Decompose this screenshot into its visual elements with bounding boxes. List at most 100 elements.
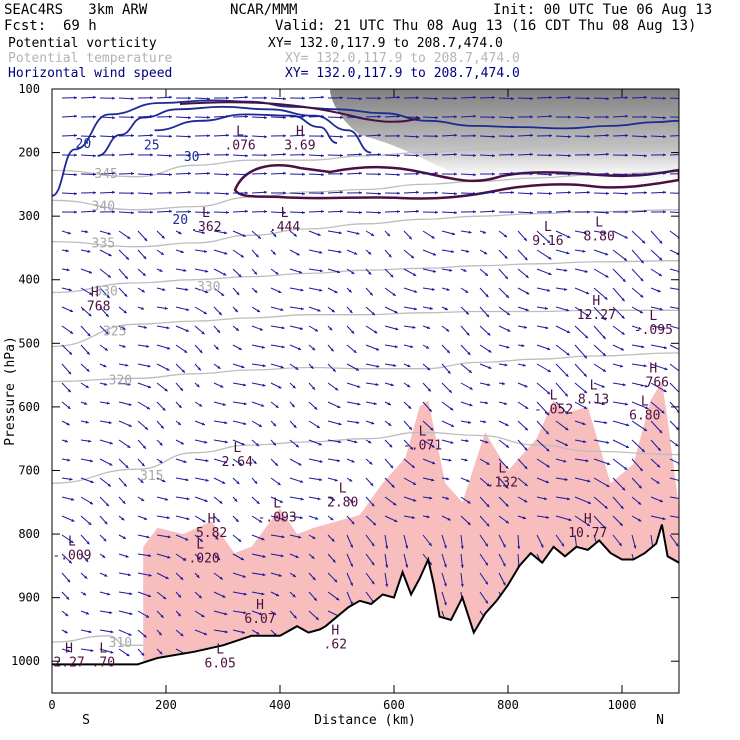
extremum-marker: H [592, 294, 600, 309]
x-tick-label: 1000 [608, 698, 637, 712]
extremum-marker: L [216, 643, 224, 658]
y-axis-title: Pressure (hPa) [3, 336, 18, 446]
wind-speed-contours [52, 99, 679, 197]
extremum-marker: L [281, 206, 289, 221]
extremum-marker: H [649, 362, 657, 377]
wind-speed-contour-20 [52, 99, 679, 197]
extremum-value: -.052 [534, 402, 573, 417]
extremum-value: .70 [92, 655, 115, 670]
wind-speed-label: 25 [144, 138, 160, 153]
upper-pv-shading [330, 89, 679, 190]
header-init: Init: 00 UTC Tue 06 Aug 13 [493, 2, 713, 18]
extremum-marker: L [544, 220, 552, 235]
extremum-value: 5.82 [196, 526, 227, 541]
extremum-marker: L [590, 379, 598, 394]
theta-label: 340 [92, 199, 115, 214]
theta-contour-325 [52, 309, 679, 348]
extremum-marker: L [595, 215, 603, 230]
extremum-value: 2.80 [327, 496, 358, 511]
y-tick-label: 600 [18, 400, 40, 414]
theta-contour-310 [52, 635, 144, 646]
extremum-value: 12.27 [577, 308, 616, 323]
extremum-marker: L [273, 496, 281, 511]
south-label: S [82, 713, 90, 728]
theta-contour-330 [52, 260, 679, 294]
wind-speed-label: 20 [172, 213, 188, 228]
extremum-marker: L [68, 534, 76, 549]
extremum-value: .132 [487, 475, 518, 490]
legend-pv-xy: XY= 132.0,117.9 to 208.7,474.0 [268, 36, 503, 51]
extremum-marker: L [649, 309, 657, 324]
legend-pv-name: Potential vorticity [8, 36, 157, 51]
extremum-value: .62 [324, 637, 347, 652]
extremum-marker: L [236, 124, 244, 139]
extremum-value: 3.69 [284, 138, 315, 153]
extremum-value: 2.27 [53, 655, 84, 670]
y-tick-label: 700 [18, 463, 40, 477]
header-valid: Valid: 21 UTC Thu 08 Aug 13 (16 CDT Thu … [275, 18, 697, 34]
theta-label: 310 [109, 636, 132, 651]
extremum-marker: H [65, 641, 73, 656]
legend-wind-xy: XY= 132.0,117.9 to 208.7,474.0 [285, 66, 520, 81]
y-tick-label: 800 [18, 527, 40, 541]
y-tick-label: 300 [18, 209, 40, 223]
pv-contour-top [179, 101, 421, 123]
header-model: SEAC4RS 3km ARW [4, 2, 148, 18]
theta-label: 315 [140, 469, 163, 484]
extremum-value: 6.07 [244, 612, 275, 627]
y-tick-label: 500 [18, 336, 40, 350]
extremum-marker: H [208, 512, 216, 527]
y-tick-label: 400 [18, 273, 40, 287]
extremum-value: 8.80 [584, 229, 615, 244]
extremum-value: 2.64 [222, 455, 253, 470]
terrain [52, 524, 679, 693]
extremum-marker: L [339, 482, 347, 497]
x-tick-label: 600 [383, 698, 405, 712]
wind-vectors [61, 95, 679, 657]
theta-label: 330 [197, 280, 220, 295]
cloud-fill-region [143, 381, 679, 663]
extremum-marker: L [641, 395, 649, 410]
theta-label: 335 [92, 236, 115, 251]
wind-speed-label: 20 [76, 137, 92, 152]
cloud-shading [143, 381, 679, 663]
legend-wind-name: Horizontal wind speed [8, 66, 173, 81]
theta-contour-340 [52, 171, 679, 211]
legend-theta-name: Potential temperature [8, 51, 173, 66]
extremum-marker: L [196, 538, 204, 553]
theta-contour-345 [52, 137, 679, 178]
extremum-marker: H [256, 598, 264, 613]
theta-label: 325 [103, 325, 126, 340]
extremum-marker: L [550, 388, 558, 403]
theta-contour-320 [52, 352, 679, 383]
theta-label: 330 [94, 285, 117, 300]
header-org: NCAR/MMM [230, 2, 298, 18]
x-axis-title: Distance (km) [314, 713, 416, 728]
extremum-value: 6.80 [629, 409, 660, 424]
extremum-marker: H [584, 512, 592, 527]
extremum-marker: H [91, 285, 99, 300]
theta-label: 345 [94, 167, 117, 182]
extremum-marker: L [202, 206, 210, 221]
extremum-value: -.071 [403, 438, 442, 453]
extremum-marker: H [331, 623, 339, 638]
extremum-value: 9.16 [532, 234, 563, 249]
extremum-marker: L [419, 424, 427, 439]
extremum-marker: L [99, 641, 107, 656]
header-fcst-label: Fcst: [4, 18, 47, 34]
legend-theta-xy: XY= 132.0,117.9 to 208.7,474.0 [285, 51, 520, 66]
x-tick-label: 200 [155, 698, 177, 712]
extremum-value: -.095 [634, 323, 673, 338]
theta-contour-315 [52, 431, 679, 484]
extremum-value: -.093 [258, 510, 297, 525]
theta-contours [52, 137, 679, 646]
extremum-marker: L [498, 461, 506, 476]
wind-speed-label: 30 [184, 150, 200, 165]
header-fcst-value: 69 h [63, 18, 97, 34]
extremum-value: .444 [269, 220, 300, 235]
theta-label: 320 [109, 374, 132, 389]
theta-contour-335 [52, 209, 679, 248]
north-label: N [656, 713, 664, 728]
